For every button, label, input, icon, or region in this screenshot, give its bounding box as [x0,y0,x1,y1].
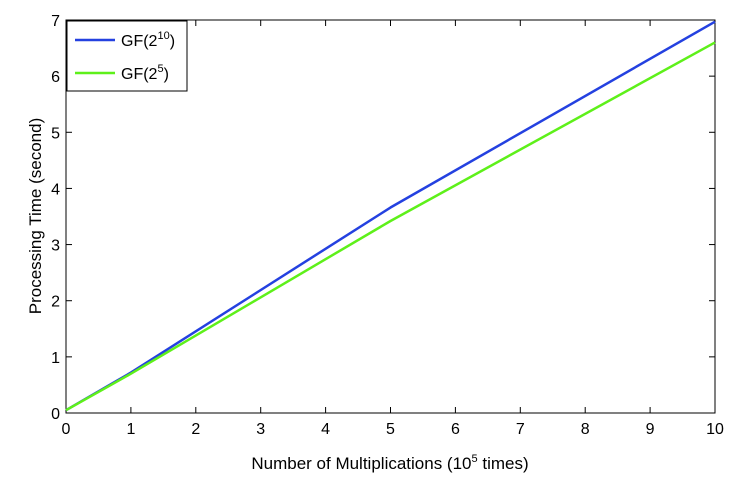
x-axis-label: Number of Multiplications (105 times) [251,453,528,473]
x-tick-label: 6 [451,421,460,438]
x-tick-label: 4 [321,421,330,438]
x-axis-label-prefix: Number of Multiplications (10 [251,454,471,473]
x-axis-label-sup: 5 [472,453,478,465]
x-tick-label: 10 [706,421,724,438]
y-tick-label: 5 [51,125,60,142]
legend-label: GF(25) [121,63,169,83]
legend-label-close: ) [164,66,169,83]
legend-label-base: GF(2 [121,66,158,83]
x-axis-label-suffix: times) [478,454,529,473]
legend: GF(210)GF(25) [66,20,188,92]
x-tick-label: 3 [256,421,265,438]
y-axis-label: Processing Time (second) [26,118,45,315]
x-tick-label: 0 [62,421,71,438]
legend-label-sup: 10 [157,30,169,42]
y-tick-label: 6 [51,69,60,86]
x-tick-label: 1 [126,421,135,438]
legend-label-sup: 5 [157,63,163,75]
x-tick-label: 8 [581,421,590,438]
series-line-1 [65,41,716,412]
y-tick-label: 3 [51,238,60,255]
y-tick-label: 1 [51,350,60,367]
x-tick-label: 5 [386,421,395,438]
x-tick-label: 7 [516,421,525,438]
legend-label-close: ) [170,33,175,50]
y-tick-label: 0 [51,406,60,423]
y-tick-label: 4 [51,181,60,198]
legend-label-base: GF(2 [121,33,158,50]
y-tick-label: 2 [51,294,60,311]
axis-ticks: 0 1 2 3 4 5 6 7 8 9 10 0 1 2 3 4 5 6 7 [51,13,724,438]
series-layer [65,20,716,412]
x-tick-label: 9 [646,421,655,438]
legend-box [66,20,188,92]
y-tick-label: 7 [51,13,60,30]
x-tick-label: 2 [191,421,200,438]
legend-label: GF(210) [121,30,175,50]
